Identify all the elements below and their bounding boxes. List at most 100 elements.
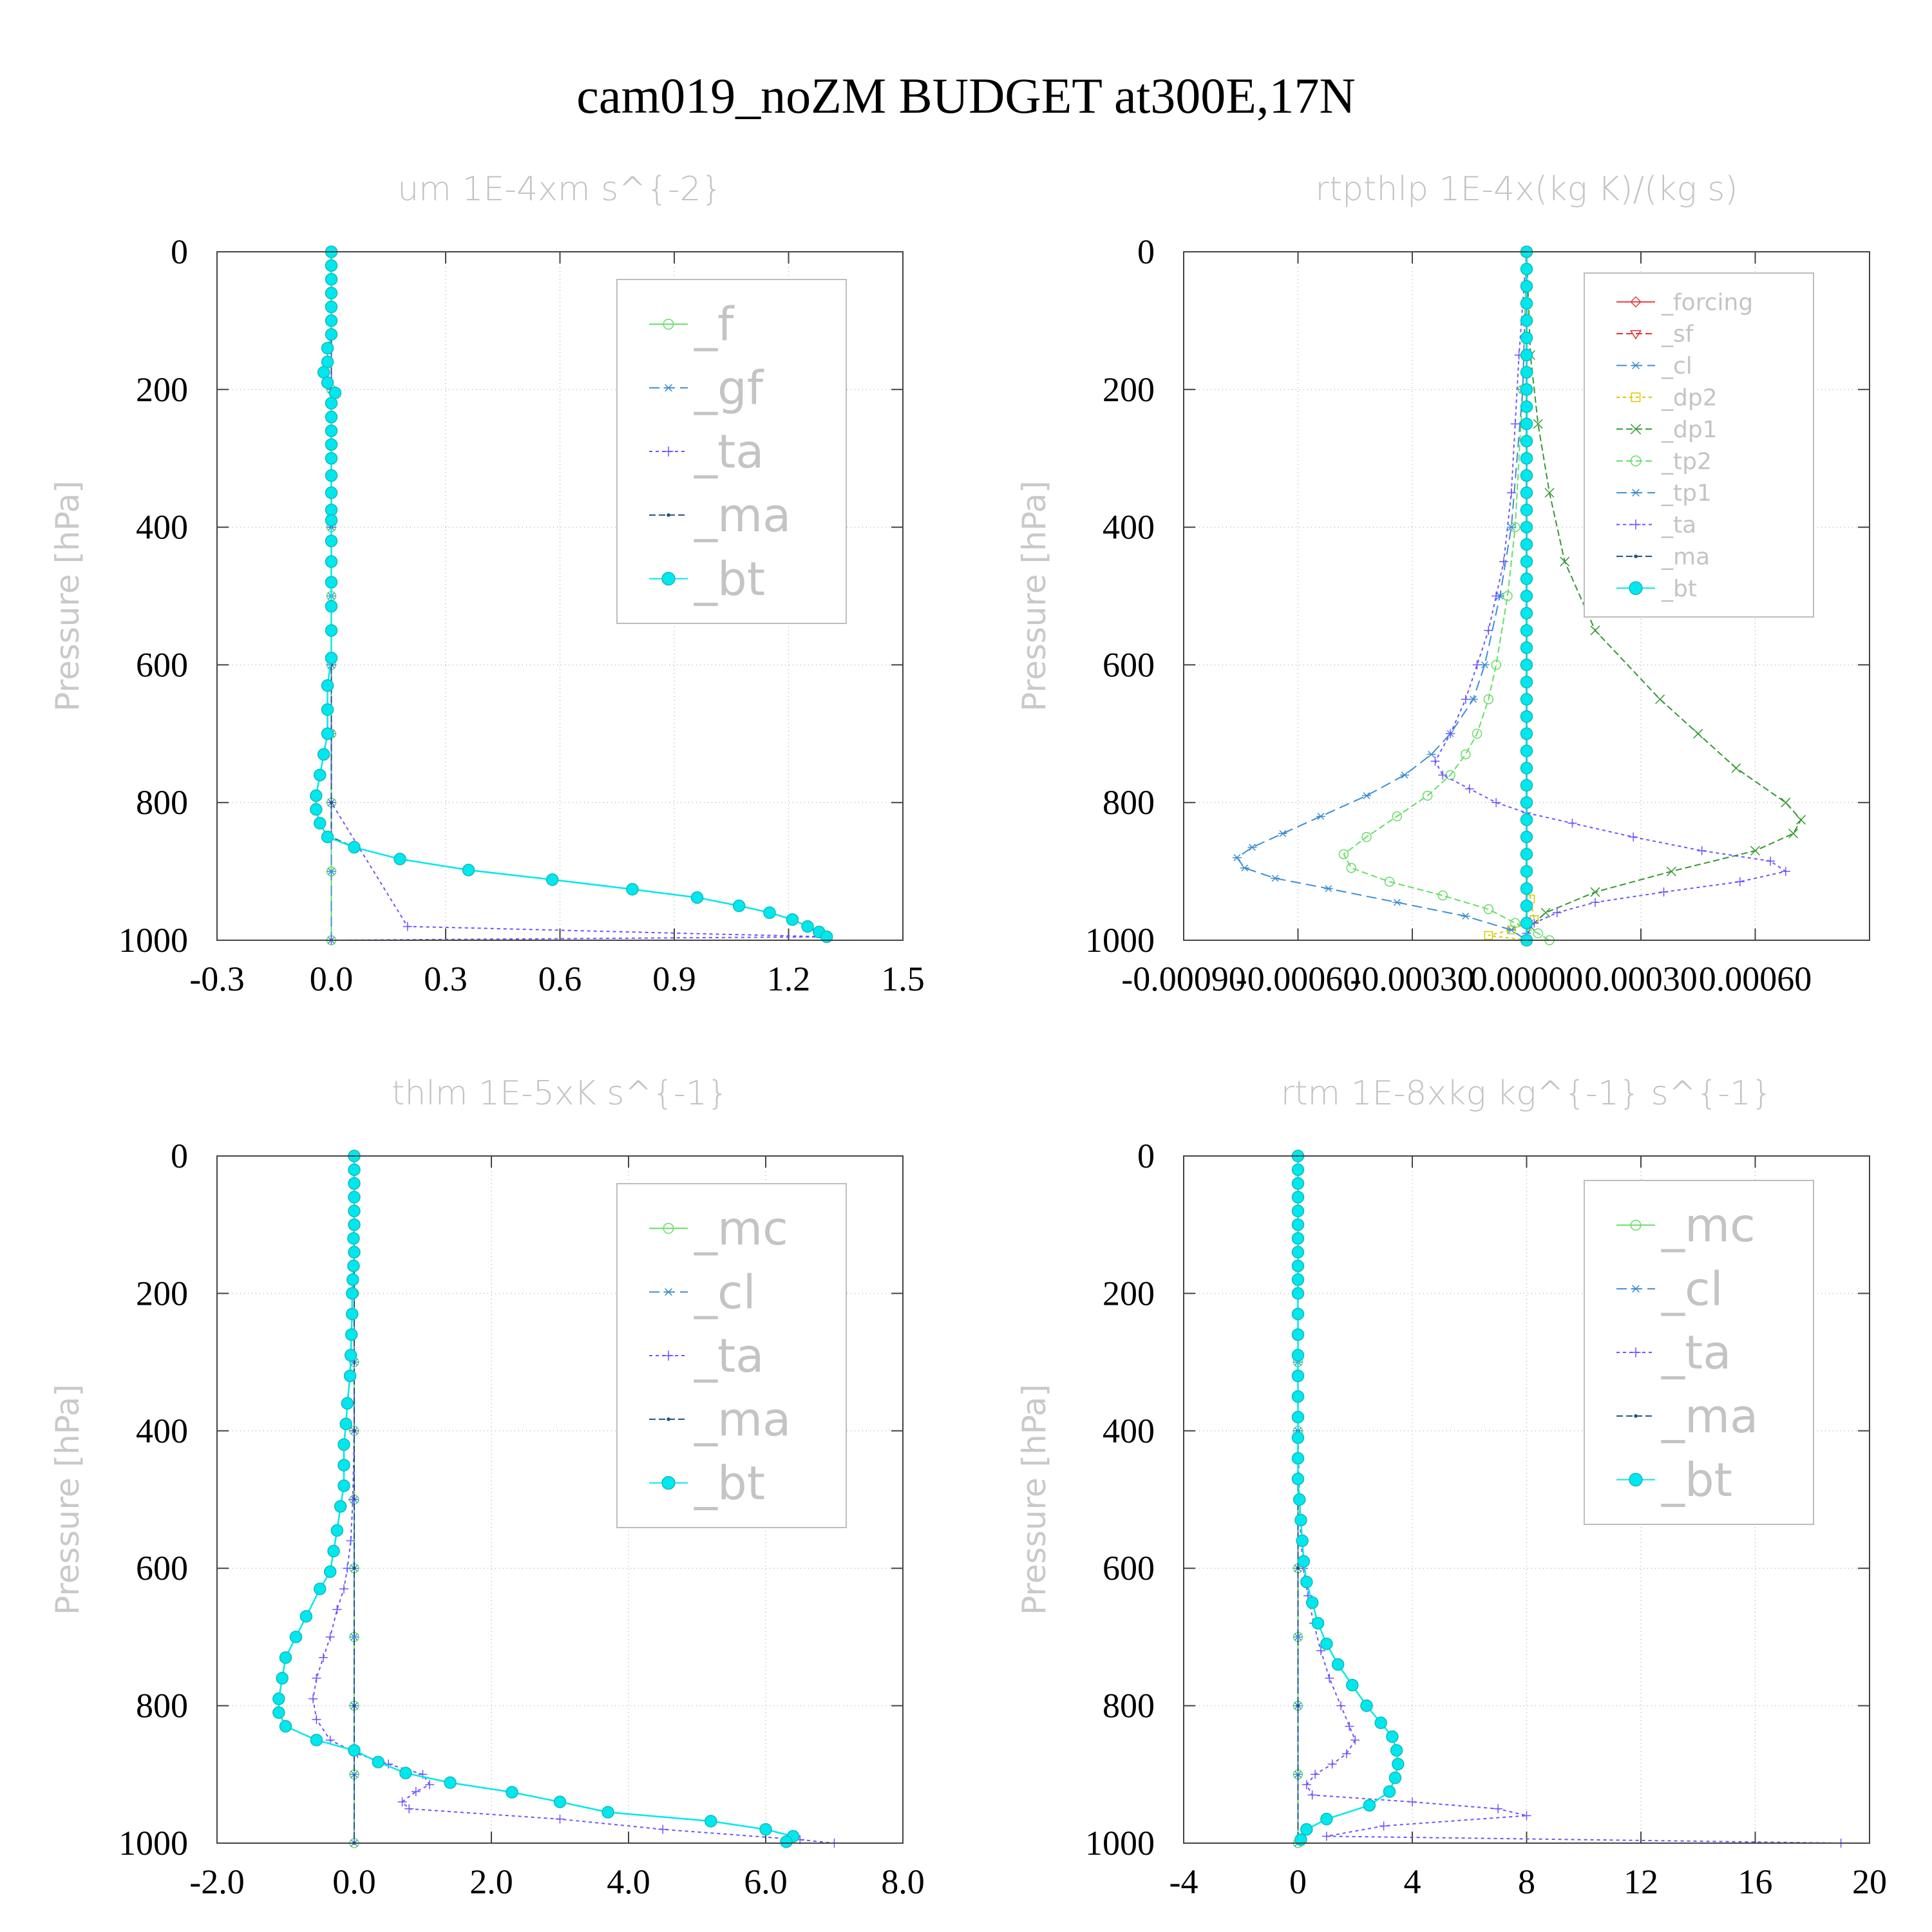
legend-marker (1630, 424, 1642, 435)
data-point (348, 1495, 357, 1504)
chart-panel-4: rtm 1E-8xkg kg^{-1} s^{-1} Pressure [hPa]… (1016, 1074, 1887, 1901)
data-point (1731, 763, 1741, 773)
data-point (1491, 659, 1501, 670)
y-tick-label: 600 (136, 645, 188, 684)
x-tick-label: 0.00000 (1470, 960, 1584, 998)
data-point (1437, 890, 1448, 901)
legend: _f _gf _ta _ma _bt (616, 279, 847, 624)
legend-item: _cl (649, 1265, 756, 1319)
legend-label: _forcing (1661, 289, 1753, 316)
series-line (1434, 251, 1788, 940)
data-point (1430, 757, 1440, 766)
data-point (1493, 1804, 1503, 1814)
data-point (1520, 520, 1533, 534)
data-point (317, 748, 330, 761)
data-point (1520, 848, 1533, 861)
plot-frame (1183, 251, 1870, 941)
data-point (1484, 625, 1493, 635)
data-point (344, 1349, 357, 1362)
legend-label: _bt (1661, 576, 1697, 602)
data-point (1307, 1790, 1317, 1800)
series-bt (310, 245, 833, 943)
data-point (1291, 1191, 1305, 1204)
data-point (323, 1565, 337, 1578)
data-point (1506, 524, 1516, 531)
x-tick-label: 16 (1738, 1862, 1773, 1901)
data-point (325, 535, 338, 547)
data-point (1499, 557, 1508, 567)
legend-item: _tp2 (1616, 448, 1712, 475)
data-point (1321, 1832, 1331, 1841)
data-point (1232, 854, 1242, 862)
data-point (1316, 1646, 1325, 1656)
data-point (325, 328, 338, 341)
legend-item: _cl (1616, 353, 1692, 379)
series-bt (1291, 1150, 1405, 1846)
x-tick-label: 1.5 (881, 960, 925, 998)
data-point (1291, 1390, 1305, 1403)
data-point (325, 555, 338, 568)
data-point (1297, 1555, 1311, 1568)
y-tick-label: 1000 (1085, 921, 1155, 960)
data-point (321, 341, 334, 355)
data-point (1520, 865, 1533, 878)
panel-title: rtpthlp 1E-4x(kg K)/(kg s) (1315, 170, 1738, 209)
data-point (1520, 589, 1533, 603)
legend-label: _ma (694, 1392, 791, 1446)
legend-marker (1631, 1347, 1641, 1358)
legend-item: _sf (1616, 321, 1694, 348)
y-tick-label: 200 (1103, 370, 1155, 409)
data-point (1520, 641, 1533, 654)
x-tick-label: 0.6 (538, 960, 582, 998)
data-point (1533, 419, 1543, 429)
y-tick-label: 800 (136, 1687, 188, 1725)
data-point (319, 1653, 328, 1662)
data-point (705, 1815, 717, 1828)
data-point (347, 1232, 360, 1245)
x-tick-label: -0.00030 (1350, 960, 1474, 998)
data-point (330, 800, 333, 804)
legend-label: _cl (1661, 353, 1692, 379)
data-point (1472, 660, 1482, 670)
chart-panels: um 1E-4xm s^{-2}Pressure [hPa]0200400600… (49, 170, 1887, 1901)
data-point (325, 424, 338, 437)
data-point (1520, 348, 1533, 362)
data-point (1629, 832, 1638, 842)
data-point (339, 1417, 352, 1430)
data-point (1533, 928, 1543, 939)
data-point (321, 727, 334, 741)
data-point (1461, 913, 1470, 920)
data-point (1781, 797, 1791, 808)
y-axis-label: Pressure [hPa] (1016, 1384, 1053, 1615)
data-point (1510, 918, 1520, 929)
legend-label: _mc (1661, 1198, 1756, 1253)
panel-title: um 1E-4xm s^{-2} (397, 170, 723, 209)
data-point (289, 1631, 303, 1643)
data-point (425, 1780, 435, 1790)
y-tick-label: 0 (1137, 232, 1155, 271)
data-point (1464, 784, 1474, 793)
data-point (1291, 1287, 1305, 1300)
data-point (1788, 828, 1799, 838)
y-tick-label: 800 (136, 783, 188, 822)
legend-item: _ta (1616, 1325, 1731, 1379)
data-point (1291, 1328, 1305, 1341)
data-point (1291, 1218, 1305, 1231)
legend: _mc _cl _ta _ma _bt (1584, 1180, 1814, 1525)
data-point (411, 1786, 421, 1796)
data-point (272, 1692, 285, 1705)
data-point (350, 1633, 359, 1641)
data-point (786, 913, 799, 926)
y-tick-label: 200 (136, 1274, 188, 1312)
legend-marker (661, 1475, 676, 1490)
legend: _mc _cl _ta _ma _bt (616, 1183, 847, 1528)
series-ta (1430, 247, 1790, 945)
series-dp1 (1521, 247, 1806, 945)
x-tick-label: 0.0 (332, 1862, 376, 1901)
data-point (1520, 383, 1533, 396)
y-tick-label: 800 (1103, 1687, 1155, 1725)
data-point (279, 1651, 292, 1664)
legend-label: _ta (694, 424, 764, 478)
data-point (1520, 314, 1533, 327)
data-point (1296, 1704, 1300, 1708)
